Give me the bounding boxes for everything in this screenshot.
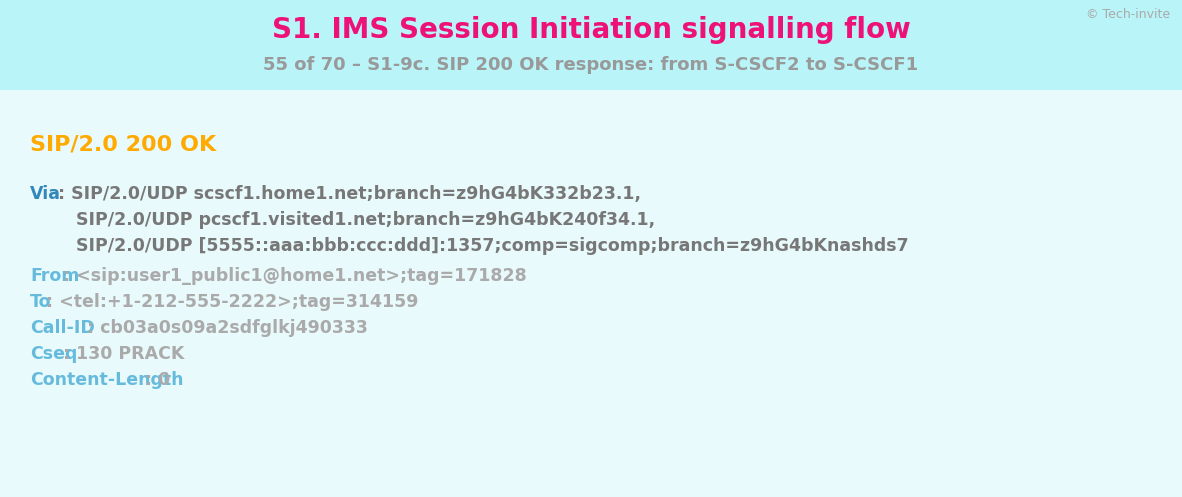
Text: : <sip:user1_public1@home1.net>;tag=171828: : <sip:user1_public1@home1.net>;tag=1718…	[63, 267, 526, 285]
Text: SIP/2.0/UDP pcscf1.visited1.net;branch=z9hG4bK240f34.1,: SIP/2.0/UDP pcscf1.visited1.net;branch=z…	[58, 211, 655, 229]
Text: 55 of 70 – S1-9c. SIP 200 OK response: from S-CSCF2 to S-CSCF1: 55 of 70 – S1-9c. SIP 200 OK response: f…	[264, 56, 918, 74]
Text: : 0: : 0	[145, 371, 170, 389]
Text: Cseq: Cseq	[30, 345, 77, 363]
Text: Call-ID: Call-ID	[30, 319, 95, 337]
Text: : SIP/2.0/UDP scscf1.home1.net;branch=z9hG4bK332b23.1,: : SIP/2.0/UDP scscf1.home1.net;branch=z9…	[58, 185, 641, 203]
Text: SIP/2.0 200 OK: SIP/2.0 200 OK	[30, 135, 216, 155]
Text: : cb03a0s09a2sdfglkj490333: : cb03a0s09a2sdfglkj490333	[87, 319, 369, 337]
Text: To: To	[30, 293, 52, 311]
Text: © Tech-invite: © Tech-invite	[1086, 8, 1170, 21]
Text: : <tel:+1-212-555-2222>;tag=314159: : <tel:+1-212-555-2222>;tag=314159	[46, 293, 418, 311]
Text: Content-Length: Content-Length	[30, 371, 183, 389]
FancyBboxPatch shape	[0, 0, 1182, 90]
Text: SIP/2.0/UDP [5555::aaa:bbb:ccc:ddd]:1357;comp=sigcomp;branch=z9hG4bKnashds7: SIP/2.0/UDP [5555::aaa:bbb:ccc:ddd]:1357…	[58, 237, 909, 255]
Text: : 130 PRACK: : 130 PRACK	[63, 345, 184, 363]
Text: S1. IMS Session Initiation signalling flow: S1. IMS Session Initiation signalling fl…	[272, 16, 910, 44]
Text: From: From	[30, 267, 79, 285]
Text: Via: Via	[30, 185, 61, 203]
